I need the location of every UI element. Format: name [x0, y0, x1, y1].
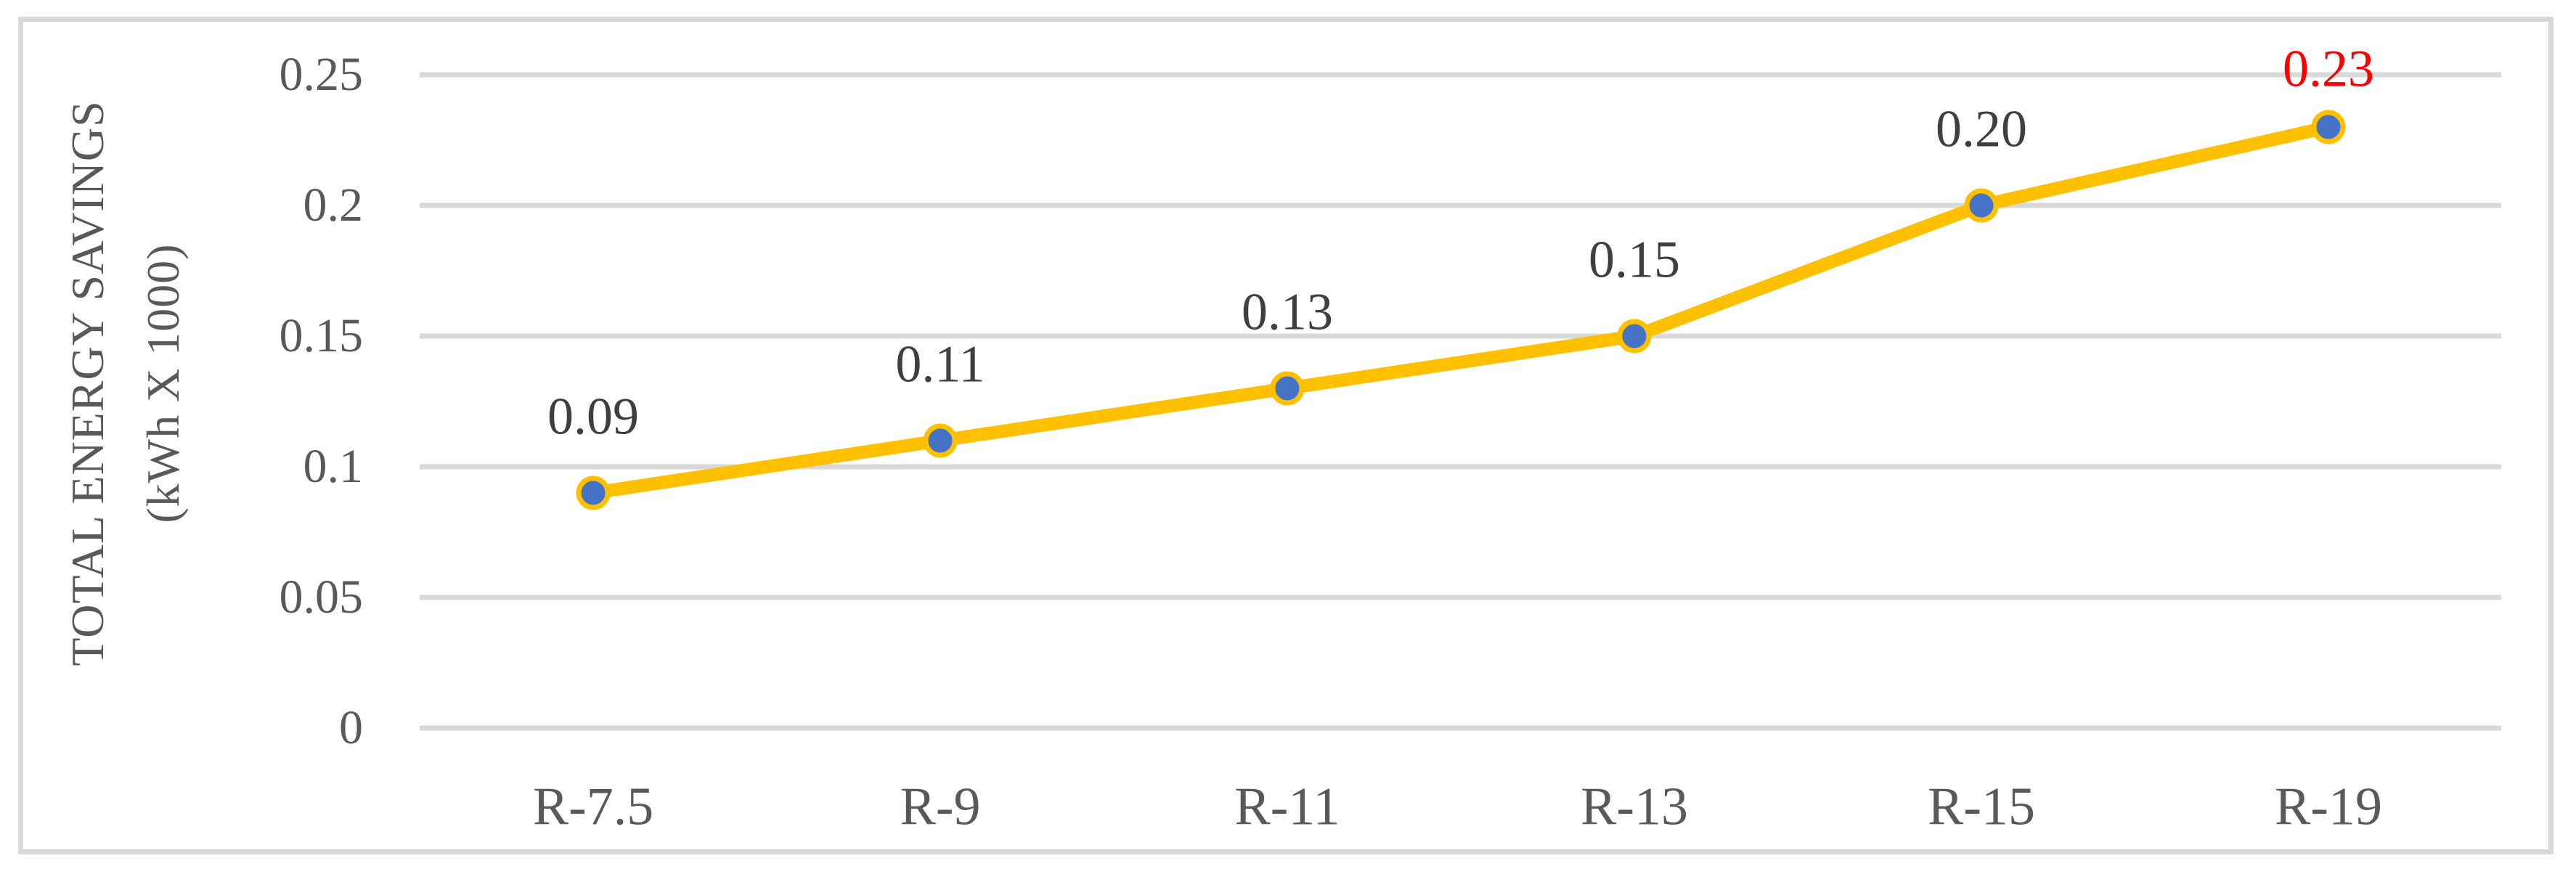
y-axis-tick-label-0: 0 — [339, 701, 363, 754]
data-point-marker-R-13 — [1617, 319, 1652, 354]
data-point-marker-R-9 — [923, 423, 958, 458]
data-label-R-19: 0.23 — [2283, 39, 2374, 98]
data-label-R-13: 0.15 — [1589, 230, 1680, 289]
x-axis-category-label-R-9: R-9 — [900, 777, 981, 837]
data-label-R-11: 0.13 — [1242, 282, 1333, 341]
x-axis-category-label-R-15: R-15 — [1928, 777, 2035, 837]
data-label-R-7.5: 0.09 — [547, 387, 639, 446]
y-axis-tick-label-0.25: 0.25 — [279, 48, 364, 101]
data-label-R-9: 0.11 — [895, 335, 985, 393]
x-axis-category-label-R-11: R-11 — [1234, 777, 1340, 837]
y-axis-tick-label-0.15: 0.15 — [279, 309, 364, 362]
data-label-R-15: 0.20 — [1936, 99, 2027, 158]
y-axis-tick-label-0.2: 0.2 — [303, 179, 364, 232]
x-axis-category-label-R-7.5: R-7.5 — [532, 777, 654, 837]
y-axis-tick-label-0.05: 0.05 — [279, 571, 364, 624]
y-axis-tick-label-0.1: 0.1 — [303, 440, 364, 493]
data-point-marker-R-15 — [1964, 188, 1999, 223]
data-point-marker-R-7.5 — [576, 475, 611, 510]
series-line — [587, 121, 2335, 499]
chart-border — [18, 17, 2553, 854]
data-point-marker-R-11 — [1270, 371, 1305, 406]
x-axis-category-label-R-13: R-13 — [1581, 777, 1688, 837]
x-axis-category-label-R-19: R-19 — [2275, 777, 2382, 837]
data-point-marker-R-19 — [2311, 110, 2346, 144]
